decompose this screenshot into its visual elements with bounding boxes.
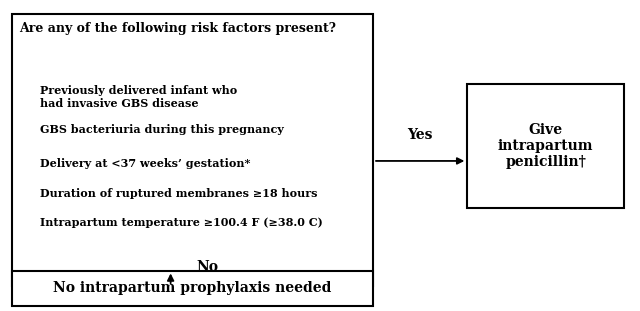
Bar [467,84,624,208]
Text: Intrapartum temperature ≥100.4 F (≥38.0 C): Intrapartum temperature ≥100.4 F (≥38.0 … [40,217,323,228]
Text: GBS bacteriuria during this pregnancy: GBS bacteriuria during this pregnancy [40,124,284,135]
Text: No intrapartum prophylaxis needed: No intrapartum prophylaxis needed [53,281,332,295]
Text: Yes: Yes [408,128,433,142]
Bar [12,14,373,286]
Text: Give
intrapartum
penicillin†: Give intrapartum penicillin† [498,123,593,169]
Text: No: No [196,260,218,274]
Text: Previously delivered infant who
had invasive GBS disease: Previously delivered infant who had inva… [40,85,237,109]
Bar [12,271,373,306]
Text: Duration of ruptured membranes ≥18 hours: Duration of ruptured membranes ≥18 hours [40,188,318,199]
Text: Delivery at <37 weeks’ gestation*: Delivery at <37 weeks’ gestation* [40,158,251,169]
Text: Are any of the following risk factors present?: Are any of the following risk factors pr… [19,22,336,35]
